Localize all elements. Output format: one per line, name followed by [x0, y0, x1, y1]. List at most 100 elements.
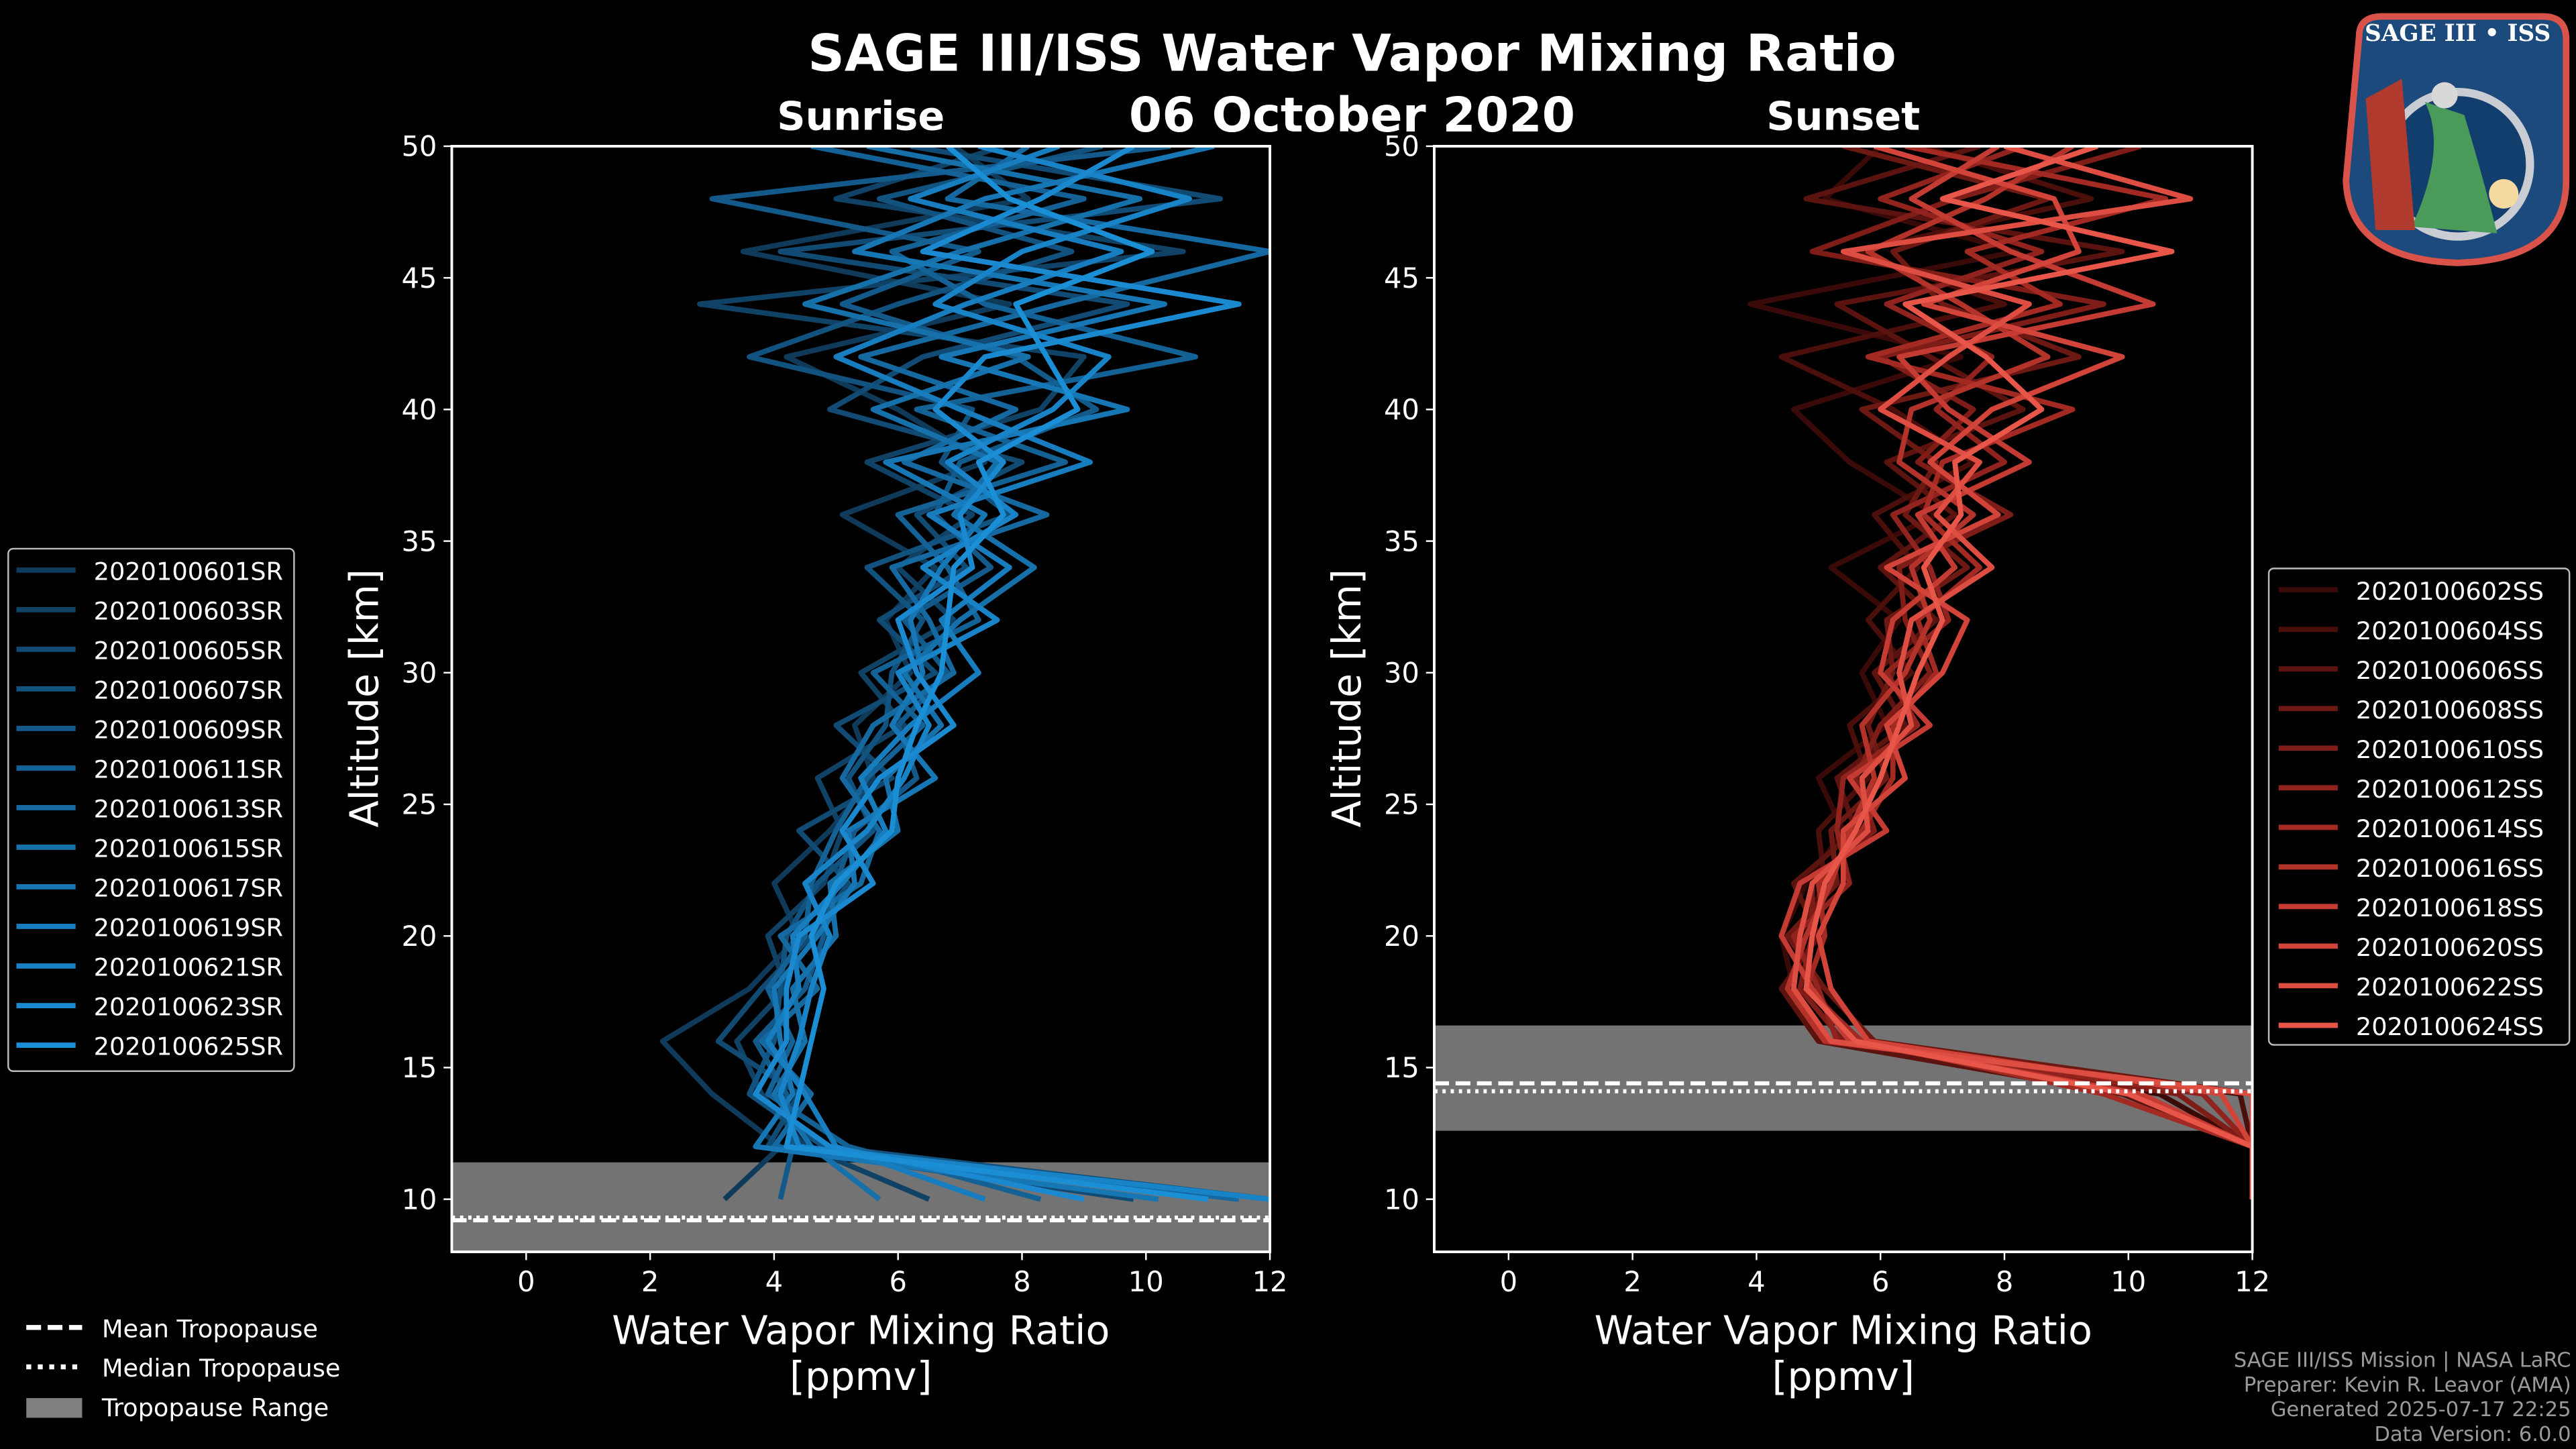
legend-entry: 2020100617SR	[94, 874, 283, 903]
credit-preparer: Preparer: Kevin R. Leavor (AMA)	[2244, 1373, 2571, 1397]
x-tick-label: 4	[1748, 1265, 1765, 1298]
y-axis-label: Altitude [km]	[341, 569, 387, 827]
y-tick-label: 45	[401, 262, 437, 294]
y-tick-label: 20	[1384, 920, 1419, 953]
axes-sunset: 0 2 4 6 8 10 12 10 15 20 25 30 35 40 45 50 Sunset Water V…	[1324, 93, 2270, 1399]
profile-line-2020100625SR	[784, 146, 1209, 1202]
legend-entry: 2020100611SR	[94, 755, 283, 784]
profile-line-2020100609SR	[709, 146, 1171, 1200]
figure-title: SAGE III/ISS Water Vapor Mixing Ratio	[808, 23, 1896, 83]
x-tick-label: 6	[889, 1265, 906, 1298]
y-tick-label: 10	[401, 1183, 437, 1216]
credit-data-version: Data Version: 6.0.0	[2374, 1423, 2571, 1446]
profile-line-2020100601SR	[659, 146, 1031, 1201]
y-tick-label: 15	[401, 1051, 437, 1084]
profile-line-2020100624SS	[1803, 146, 2253, 1199]
legend-entry: 2020100610SS	[2356, 735, 2544, 764]
profile-line-2020100612SS	[1790, 146, 2253, 1199]
legend-entry: 2020100601SR	[94, 557, 283, 586]
legend-entry: 2020100619SR	[94, 914, 283, 943]
legend-entry: 2020100614SS	[2356, 814, 2544, 843]
legend-entry: 2020100603SR	[94, 597, 283, 626]
x-tick-label: 4	[765, 1265, 783, 1298]
x-tick-label: 12	[2235, 1265, 2270, 1298]
plot-content	[1434, 146, 2253, 1199]
y-tick-label: 50	[401, 130, 437, 163]
y-tick-label: 15	[1384, 1051, 1419, 1084]
profile-line-2020100619SR	[765, 146, 1124, 1202]
legend-entry: 2020100607SR	[94, 676, 283, 705]
legend-entry: 2020100602SS	[2356, 577, 2544, 606]
legend-entry: 2020100613SR	[94, 795, 283, 824]
tropopause-range-swatch	[26, 1398, 83, 1418]
axes-frame	[450, 145, 1272, 1254]
tropopause-range-label: Tropopause Range	[101, 1393, 329, 1422]
y-tick-label: 30	[1384, 656, 1419, 689]
x-tick-label: 0	[517, 1265, 535, 1298]
tropopause-range-band	[451, 1162, 1271, 1252]
plot-content	[451, 146, 1271, 1252]
tropopause-legend: Mean Tropopause Median Tropopause Tropop…	[26, 1314, 340, 1422]
y-tick-label: 20	[401, 920, 437, 953]
x-tick-label: 6	[1872, 1265, 1889, 1298]
y-tick-label: 40	[401, 393, 437, 426]
legend-entry: 2020100612SS	[2356, 775, 2544, 804]
legend-entry: 2020100608SS	[2356, 696, 2544, 724]
y-tick-label: 35	[1384, 525, 1419, 557]
x-tick-label: 8	[1996, 1265, 2013, 1298]
x-tick-label: 10	[2110, 1265, 2146, 1298]
credit-mission: SAGE III/ISS Mission | NASA LaRC	[2234, 1349, 2571, 1373]
svg-text:SAGE III • ISS: SAGE III • ISS	[2365, 20, 2551, 47]
x-tick-label: 2	[641, 1265, 659, 1298]
legend-entry: 2020100616SS	[2356, 854, 2544, 883]
legend-entry: 2020100625SR	[94, 1032, 283, 1061]
x-tick-label: 10	[1128, 1265, 1164, 1298]
x-axis-unit: [ppmv]	[790, 1353, 932, 1399]
y-tick-label: 45	[1384, 262, 1419, 294]
x-axis-label: Water Vapor Mixing Ratio	[612, 1307, 1110, 1353]
credit-generated: Generated 2025-07-17 22:25	[2271, 1398, 2571, 1421]
legend-entry: 2020100622SS	[2356, 973, 2544, 1002]
x-axis-label: Water Vapor Mixing Ratio	[1595, 1307, 2092, 1353]
legend-entry: 2020100624SS	[2356, 1012, 2544, 1041]
legend-entry: 2020100620SS	[2356, 933, 2544, 962]
legend-entry: 2020100606SS	[2356, 656, 2544, 685]
profile-line-2020100621SR	[777, 146, 1271, 1202]
y-axis-label: Altitude [km]	[1324, 569, 1370, 827]
mean-tropopause-label: Mean Tropopause	[102, 1314, 318, 1343]
profile-line-2020100620SS	[1815, 146, 2253, 1199]
panel-title: Sunset	[1766, 93, 1920, 139]
x-axis-unit: [ppmv]	[1772, 1353, 1915, 1399]
date-subtitle: 06 October 2020	[1129, 87, 1575, 143]
median-tropopause-label: Median Tropopause	[102, 1354, 341, 1383]
x-tick-label: 12	[1252, 1265, 1288, 1298]
plot-area	[451, 146, 1271, 1252]
legend-entry: 2020100604SS	[2356, 616, 2544, 645]
y-tick-label: 50	[1384, 130, 1419, 163]
y-tick-label: 10	[1384, 1183, 1419, 1216]
legend-entry: 2020100605SR	[94, 637, 283, 665]
legend-entry: 2020100609SR	[94, 716, 283, 745]
credits: SAGE III/ISS Mission | NASA LaRC Prepare…	[2234, 1349, 2571, 1446]
profile-line-2020100622SS	[1790, 146, 2253, 1199]
legend-entry: 2020100618SS	[2356, 894, 2544, 922]
axes-frame	[1433, 145, 2254, 1254]
sage-iii-iss-logo: SAGE III • ISS	[2343, 13, 2570, 266]
y-tick-label: 40	[1384, 393, 1419, 426]
axes-sunrise: 0 2 4 6 8 10 12 10 15 20 25 30 35 40 45 50 Sunrise Water …	[341, 93, 1287, 1399]
x-tick-label: 0	[1500, 1265, 1517, 1298]
y-tick-label: 25	[401, 788, 437, 821]
y-tick-label: 35	[401, 525, 437, 557]
profile-line-2020100623SR	[753, 146, 1242, 1202]
panel-title: Sunrise	[777, 93, 945, 139]
profile-line-2020100606SS	[1778, 146, 2253, 1199]
y-tick-label: 30	[401, 656, 437, 689]
legend-entry: 2020100623SR	[94, 993, 283, 1022]
profile-line-2020100603SR	[697, 146, 1186, 1202]
x-tick-label: 2	[1623, 1265, 1641, 1298]
legend-sunset: 2020100602SS 2020100604SS 2020100606SS 2020…	[2267, 568, 2571, 1046]
y-tick-label: 25	[1384, 788, 1419, 821]
legend-entry: 2020100615SR	[94, 835, 283, 863]
legend-entry: 2020100621SR	[94, 953, 283, 982]
